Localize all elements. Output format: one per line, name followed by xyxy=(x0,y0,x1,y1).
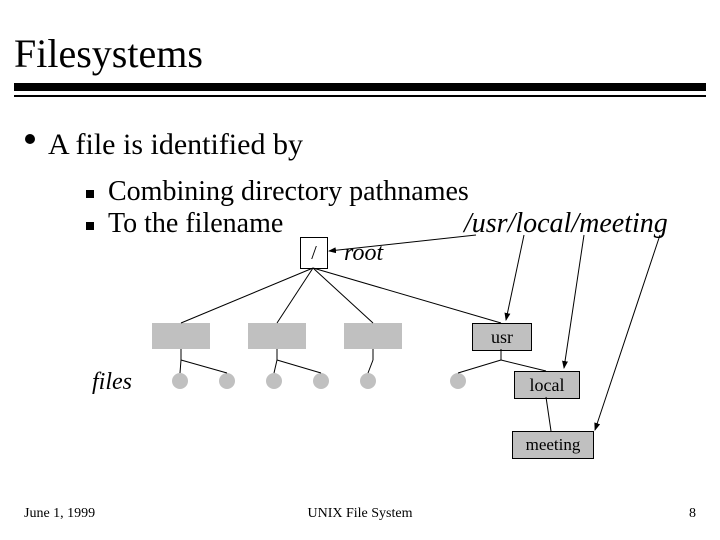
file-node xyxy=(266,373,282,389)
meeting-box: meeting xyxy=(512,431,594,459)
file-node xyxy=(219,373,235,389)
bullet-square-icon xyxy=(86,222,94,230)
bullet-sub-1: Combining directory pathnames xyxy=(108,176,469,208)
title-rule-thin xyxy=(14,95,706,97)
bullet-main: A file is identified by xyxy=(48,128,303,162)
slide-title: Filesystems xyxy=(14,30,203,77)
dir-box xyxy=(152,323,210,349)
file-node xyxy=(360,373,376,389)
footer-page-number: 8 xyxy=(689,506,696,522)
bullet-dot-icon xyxy=(25,134,35,144)
root-label: root xyxy=(344,240,383,267)
path-example-label: /usr/local/meeting xyxy=(464,208,668,240)
dir-box xyxy=(344,323,402,349)
bullet-square-icon xyxy=(86,190,94,198)
files-label: files xyxy=(92,369,132,396)
dir-box xyxy=(248,323,306,349)
file-node xyxy=(450,373,466,389)
local-box: local xyxy=(514,371,580,399)
file-node xyxy=(172,373,188,389)
slide: Filesystems A file is identified by Comb… xyxy=(0,0,720,540)
file-node xyxy=(313,373,329,389)
bullet-sub-2: To the filename xyxy=(108,208,283,240)
root-node: / xyxy=(300,237,328,269)
tree-lines xyxy=(0,0,720,540)
title-rule-thick xyxy=(14,83,706,91)
usr-box: usr xyxy=(472,323,532,351)
footer-title: UNIX File System xyxy=(0,506,720,522)
